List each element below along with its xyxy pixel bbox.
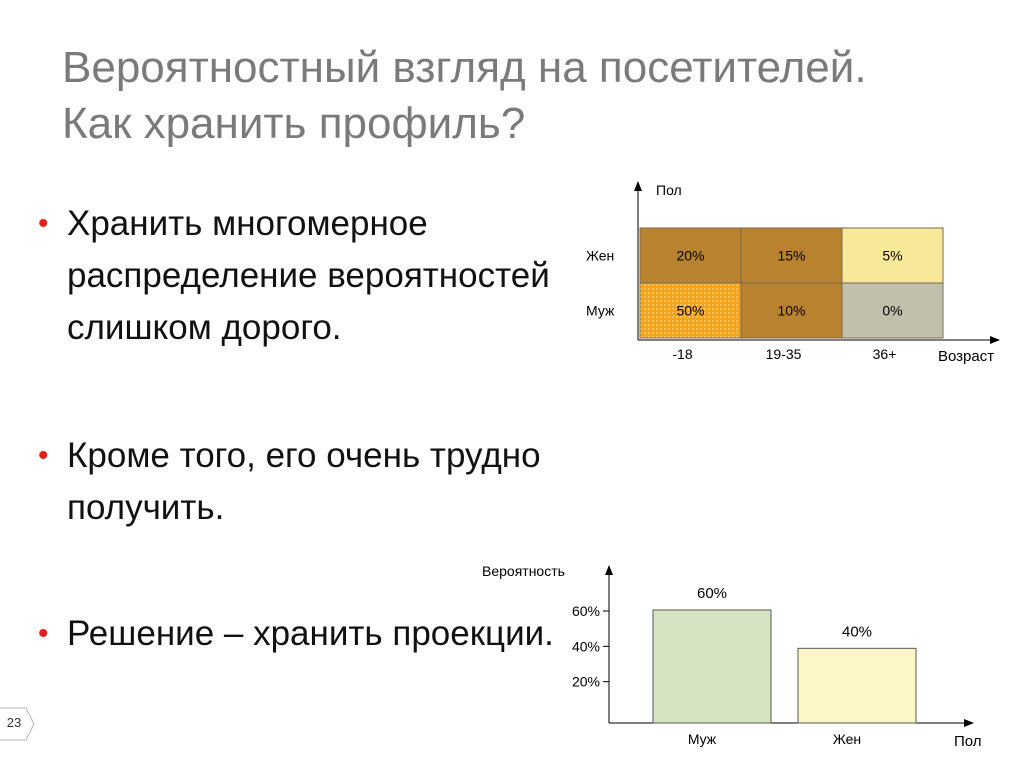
title-line-2: Как хранить профиль? [62, 99, 526, 148]
cell-value-label: 50% [676, 303, 704, 319]
column-label: 19-35 [766, 346, 802, 362]
bullet-dot-icon: • [38, 439, 49, 472]
title-line-1: Вероятностный взгляд на посетителей. [62, 43, 867, 92]
cell-value-label: 0% [882, 303, 902, 319]
page-number: 23 [6, 715, 22, 730]
bullet-dot-icon: • [38, 617, 49, 650]
column-label: -18 [672, 346, 692, 362]
cell-value-label: 5% [882, 248, 902, 264]
heatmap-cell [740, 282, 843, 339]
row-label: Муж [586, 303, 615, 319]
row-label: Жен [586, 248, 614, 264]
slide-title: Вероятностный взгляд на посетителей. Как… [62, 40, 1002, 152]
y-axis-arrow-icon [634, 181, 642, 191]
cell-value-label: 20% [676, 248, 704, 264]
heatmap-cell [841, 227, 944, 284]
heatmap-cell [841, 282, 944, 339]
bullet-text: Хранить многомерное распределение вероят… [67, 204, 550, 347]
bullet-item: • Решение – хранить проекции. [38, 608, 558, 660]
bullet-text: Решение – хранить проекции. [67, 614, 554, 653]
column-label: 36+ [873, 346, 897, 362]
bullet-dot-icon: • [38, 207, 49, 240]
cell-value-label: 10% [777, 303, 805, 319]
bullet-item: • Кроме того, его очень трудно получить. [38, 430, 558, 534]
page-number-badge: 23 [0, 706, 36, 742]
cell-value-label: 15% [777, 248, 805, 264]
bullet-text: Кроме того, его очень трудно получить. [67, 436, 541, 527]
bullet-item: • Хранить многомерное распределение веро… [38, 198, 558, 354]
x-axis-arrow-icon [990, 336, 1000, 344]
y-axis-label: Пол [656, 182, 682, 198]
page-badge-shape-icon [0, 707, 35, 741]
heatmap-cell [639, 282, 742, 339]
x-axis-label: Возраст [938, 348, 994, 365]
heatmap-cell [740, 227, 843, 284]
